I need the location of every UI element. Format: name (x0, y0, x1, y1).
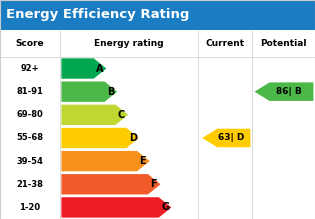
Polygon shape (61, 81, 117, 102)
Text: Current: Current (206, 39, 245, 48)
Text: 92+: 92+ (20, 64, 39, 73)
Text: Potential: Potential (260, 39, 307, 48)
Text: Energy rating: Energy rating (94, 39, 164, 48)
Text: C: C (118, 110, 125, 120)
Text: F: F (151, 179, 157, 189)
Polygon shape (61, 174, 161, 194)
Text: B: B (107, 87, 114, 97)
Text: 63| D: 63| D (218, 133, 244, 143)
Polygon shape (61, 58, 106, 79)
Text: 81-91: 81-91 (16, 87, 43, 96)
Text: 39-54: 39-54 (16, 157, 43, 166)
Polygon shape (61, 151, 150, 171)
Text: G: G (161, 202, 169, 212)
Polygon shape (202, 129, 250, 147)
Text: E: E (140, 156, 146, 166)
Text: Energy Efficiency Rating: Energy Efficiency Rating (6, 8, 190, 21)
Text: 21-38: 21-38 (16, 180, 43, 189)
Polygon shape (61, 105, 128, 125)
Text: 1-20: 1-20 (19, 203, 41, 212)
Text: Score: Score (16, 39, 44, 48)
Text: 69-80: 69-80 (17, 110, 43, 119)
Polygon shape (61, 128, 139, 148)
Polygon shape (61, 197, 171, 218)
Text: A: A (96, 64, 104, 74)
Text: 86| B: 86| B (276, 87, 301, 96)
Text: D: D (129, 133, 137, 143)
Text: 55-68: 55-68 (16, 133, 43, 143)
Polygon shape (255, 82, 313, 101)
FancyBboxPatch shape (0, 0, 315, 30)
